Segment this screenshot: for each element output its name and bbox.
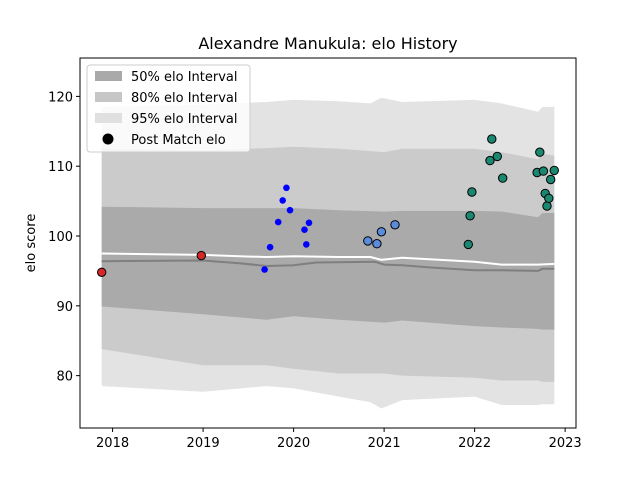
x-tick-label-2019: 2019 [187, 436, 220, 451]
post-match-point-s1-1 [266, 243, 274, 251]
y-tick-label-120: 120 [48, 90, 73, 105]
post-match-point-s3-1 [465, 211, 475, 221]
post-match-point-s3-3 [485, 155, 495, 166]
x-tick-label-2022: 2022 [458, 436, 491, 451]
x-tick-label-2018: 2018 [96, 436, 129, 451]
x-tick-label-2021: 2021 [368, 436, 401, 451]
legend-label-3: Post Match elo [131, 133, 226, 148]
post-match-point-s0-0 [97, 267, 107, 277]
legend-swatch-2 [95, 113, 122, 123]
post-match-point-s3-11 [542, 201, 552, 211]
post-match-point-s3-4 [487, 134, 497, 144]
post-match-point-s2-3 [390, 220, 400, 230]
post-match-point-s3-0 [463, 239, 473, 250]
y-axis-label: elo score [24, 214, 39, 273]
legend-marker-3 [102, 133, 114, 145]
chart-title: Alexandre Manukula: elo History [198, 34, 457, 53]
axes: 2018 2019 2020 2021 2022 2023 80 90 100 110 120 [48, 90, 582, 451]
post-match-point-s3-9 [538, 166, 549, 176]
legend-label-2: 95% elo Interval [131, 112, 238, 127]
elo-line-mean [101, 252, 555, 266]
post-match-point-s0-1 [196, 250, 207, 261]
legend: 50% elo Interval 80% elo Interval 95% elo … [86, 64, 251, 153]
post-match-point-s1-3 [279, 197, 287, 204]
x-tick-label-2023: 2023 [549, 436, 582, 451]
legend-label-1: 80% elo Interval [131, 91, 238, 106]
post-match-point-s3-2 [467, 187, 477, 197]
post-match-point-s1-7 [303, 241, 310, 248]
legend-box [86, 64, 251, 153]
post-match-point-s2-2 [376, 227, 387, 237]
legend-label-0: 50% elo Interval [131, 70, 238, 85]
post-match-point-s3-14 [549, 165, 559, 176]
y-tick-label-80: 80 [56, 370, 73, 385]
post-match-point-s1-2 [274, 218, 282, 226]
legend-swatch-0 [95, 71, 122, 81]
plot-frame [79, 57, 577, 429]
post-match-point-s3-12 [544, 193, 554, 204]
post-match-point-s2-1 [372, 239, 382, 249]
post-match-point-s3-13 [546, 174, 556, 185]
post-match-point-s1-0 [261, 266, 268, 273]
post-match-point-s2-0 [363, 236, 373, 246]
post-match-point-s3-8 [535, 147, 545, 157]
post-match-point-s1-5 [286, 206, 294, 214]
post-match-point-s3-6 [498, 173, 508, 183]
post-match-point-s1-8 [305, 219, 313, 227]
interval-band-2 [101, 206, 555, 330]
y-tick-label-100: 100 [48, 230, 73, 245]
legend-swatch-1 [95, 92, 122, 102]
plot-area [97, 97, 559, 409]
post-match-point-s1-4 [283, 184, 290, 192]
post-match-point-s3-5 [492, 151, 502, 162]
post-match-point-s1-6 [301, 226, 308, 233]
y-tick-label-90: 90 [56, 300, 73, 315]
y-tick-label-110: 110 [48, 160, 73, 175]
elo-line-median [101, 259, 555, 272]
x-tick-label-2020: 2020 [277, 436, 310, 451]
